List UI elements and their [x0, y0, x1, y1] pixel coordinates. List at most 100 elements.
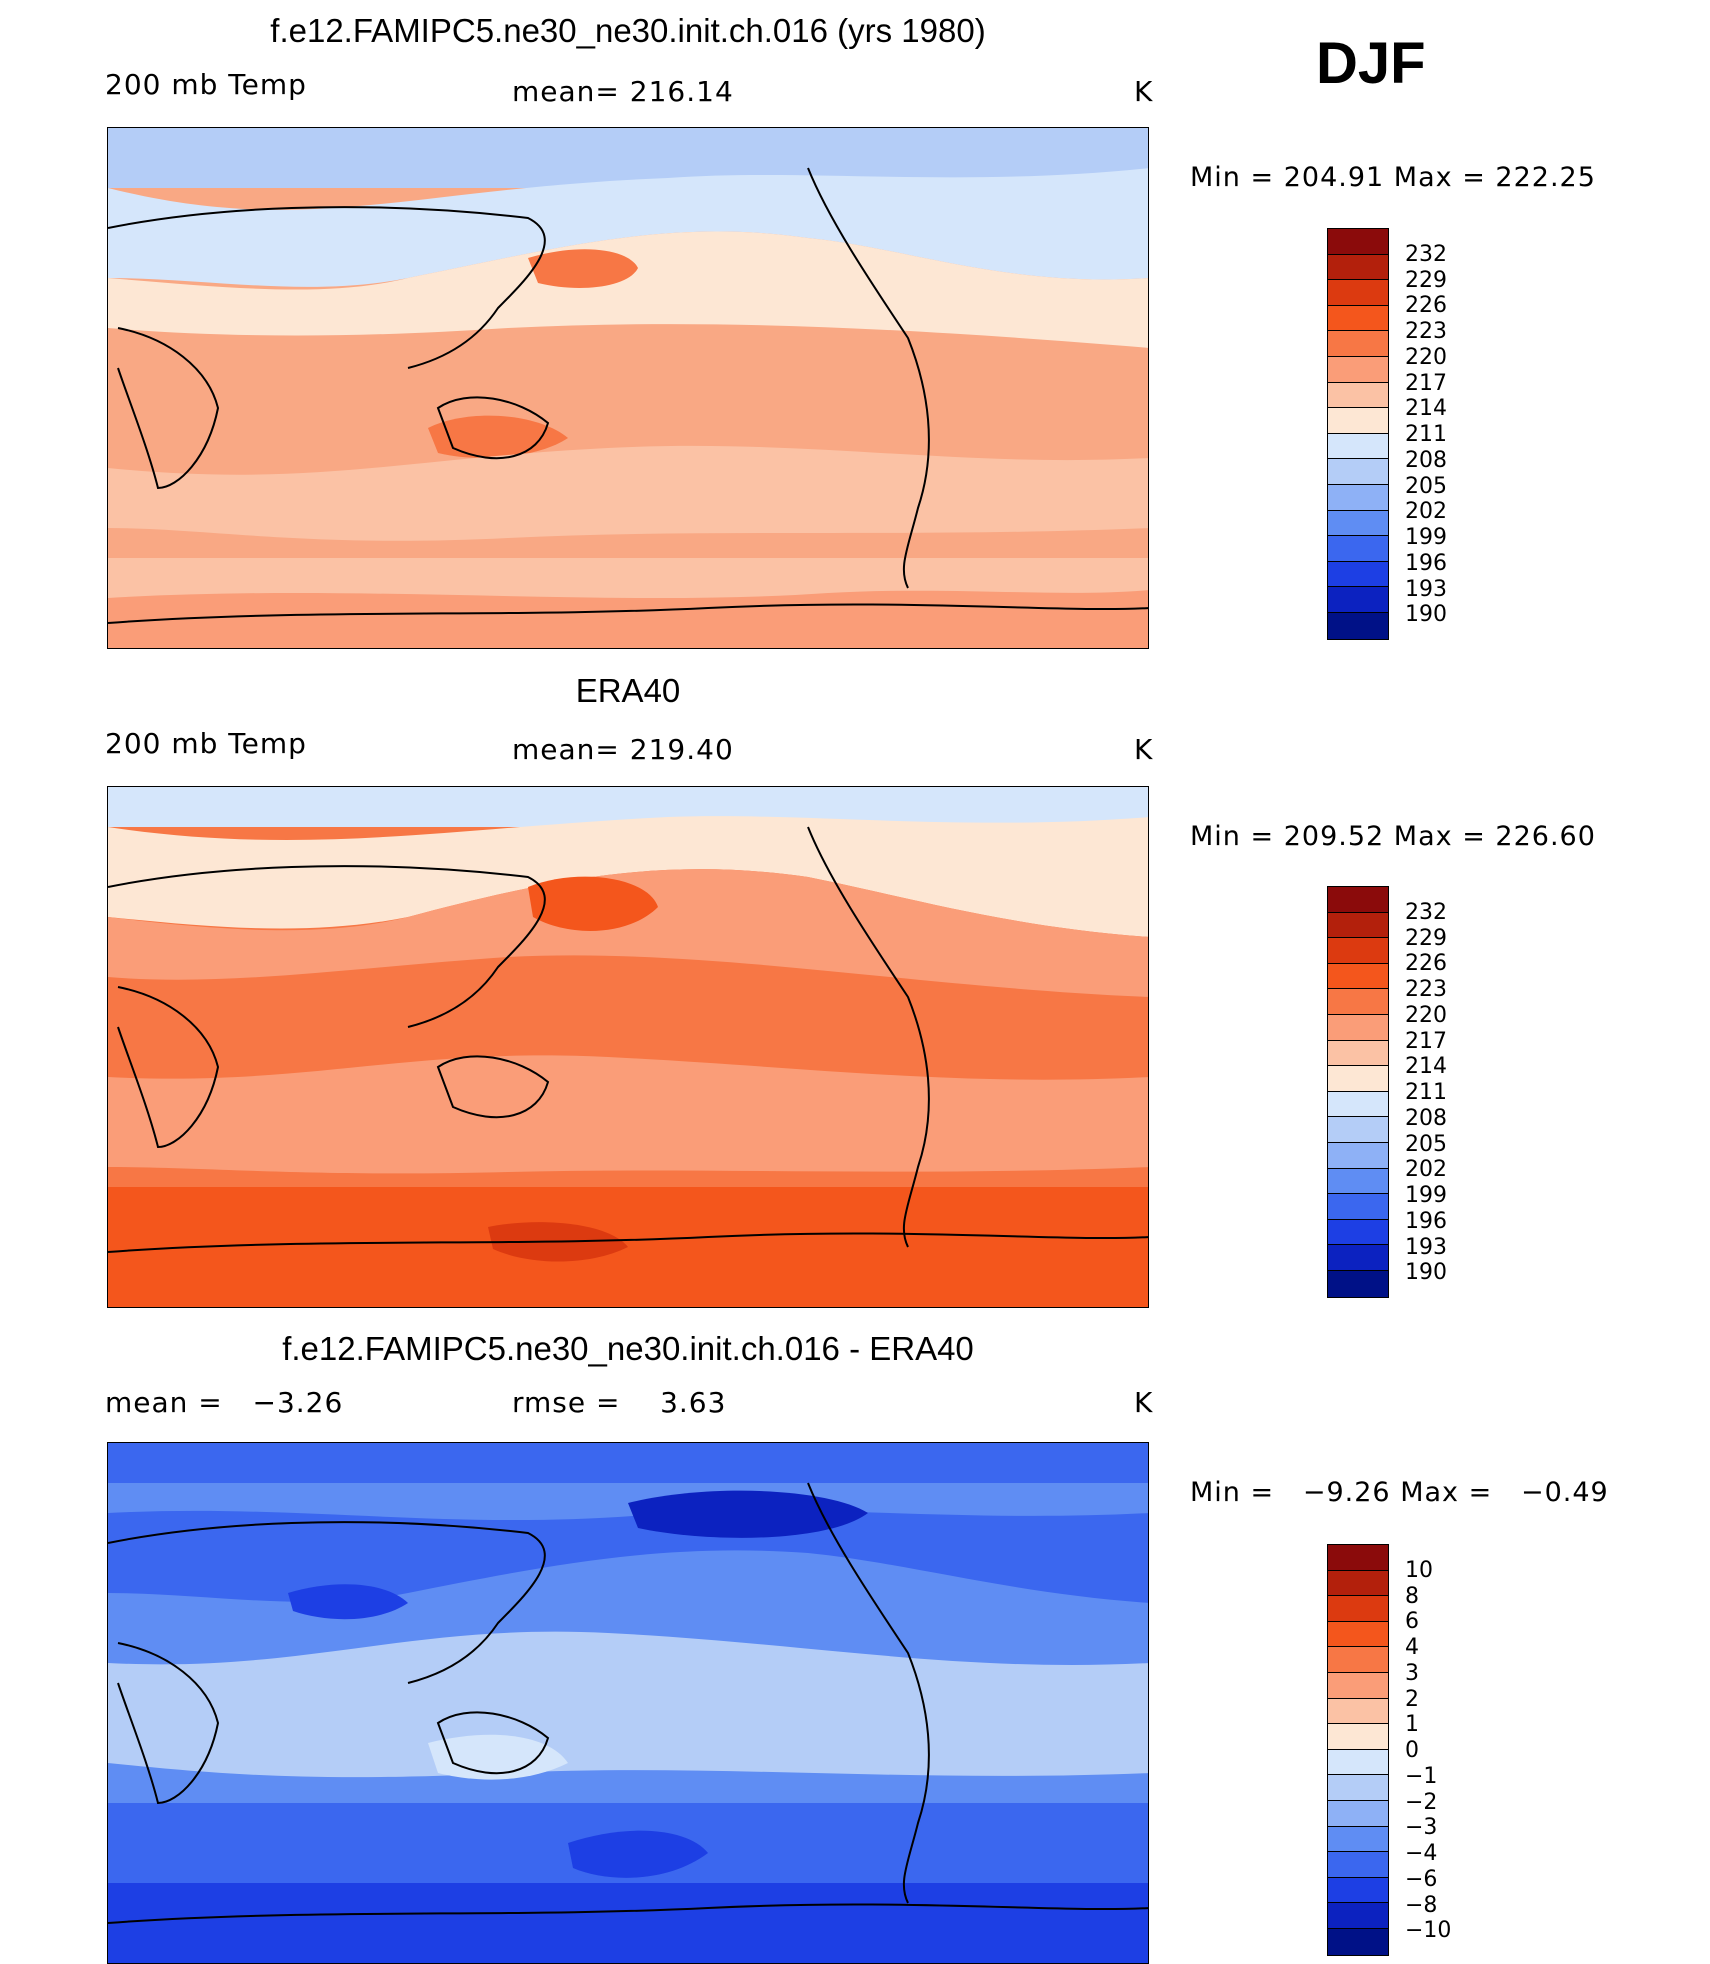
colorbar-swatch [1328, 1066, 1388, 1092]
southern-core [568, 1830, 708, 1878]
colorbar-swatch [1328, 280, 1388, 306]
colorbar-swatch [1328, 1672, 1388, 1699]
colorbar-tick-label: −2 [1405, 1789, 1438, 1815]
colorbar [1327, 1544, 1389, 1956]
unit-label: K [1134, 75, 1154, 108]
coastline-africa [117, 1642, 220, 1805]
colorbar-tick-label: −10 [1405, 1918, 1452, 1944]
colorbar-tick-label: 4 [1405, 1635, 1419, 1660]
colorbar-tick-label: 223 [1405, 977, 1447, 1002]
colorbar-tick-label: −1 [1405, 1763, 1438, 1789]
colorbar-swatch [1328, 1903, 1388, 1929]
colorbar-swatch [1328, 356, 1388, 383]
colorbar-tick-label: 190 [1405, 602, 1447, 628]
colorbar-tick-label: 196 [1405, 550, 1447, 576]
colorbar-swatch [1328, 1647, 1388, 1673]
mean-value: 219.40 [629, 733, 734, 766]
season-label: DJF [1316, 31, 1426, 96]
tropical-band [108, 1631, 1148, 1778]
colorbar-tick-label: 10 [1405, 1557, 1433, 1583]
colorbar-tick-label: 202 [1405, 1157, 1447, 1183]
coastline-africa [117, 327, 220, 490]
colorbar-tick-label: 229 [1405, 267, 1447, 293]
coastline-americas [807, 826, 930, 1248]
colorbar-swatch [1328, 1877, 1388, 1904]
colorbar-swatch [1328, 1117, 1388, 1143]
cold-core [628, 1490, 868, 1538]
colorbar-tick-label: 205 [1405, 1131, 1447, 1157]
mid-lat-band [108, 869, 1148, 997]
colorbar-swatch [1328, 1091, 1388, 1118]
colorbar-swatch [1328, 1168, 1388, 1195]
coastline-eurasia [108, 1521, 546, 1684]
colorbar-swatch [1328, 612, 1388, 639]
warm-spot-pacific [528, 249, 638, 288]
coastline-americas [807, 1482, 930, 1904]
colorbar-tick-label: 214 [1405, 396, 1447, 422]
colorbar-tick-label: 232 [1405, 241, 1447, 267]
coastline-americas [807, 167, 930, 589]
warm-spot-pacific [528, 876, 658, 931]
cold-asia [288, 1584, 408, 1620]
coastline-australia [436, 1055, 550, 1119]
southern-mid-band [108, 445, 1148, 541]
colorbar-swatch [1328, 254, 1388, 281]
colorbar-swatch [1328, 1270, 1388, 1297]
colorbar-swatch [1328, 331, 1388, 357]
high-lat-band [108, 816, 1148, 937]
colorbar-swatch [1328, 1698, 1388, 1725]
colorbar-tick-label: 193 [1405, 576, 1447, 602]
colorbar-swatch [1328, 587, 1388, 613]
colorbar-tick-label: 202 [1405, 499, 1447, 525]
colorbar-tick-label: 3 [1405, 1660, 1419, 1686]
colorbar-swatch [1328, 887, 1388, 913]
colorbar-swatch [1328, 1596, 1388, 1622]
colorbar-tick-label: 214 [1405, 1054, 1447, 1080]
colorbar [1327, 886, 1389, 1298]
unit-label: K [1134, 1386, 1154, 1419]
minmax-label: Min = −9.26 Max = −0.49 [1190, 1477, 1609, 1508]
colorbar-swatch [1328, 305, 1388, 332]
coastline-australia [436, 396, 550, 460]
colorbar-tick-label: 0 [1405, 1738, 1419, 1763]
colorbar-swatch [1328, 912, 1388, 939]
colorbar-tick-label: 1 [1405, 1712, 1419, 1738]
coastline-australia [436, 1711, 550, 1775]
colorbar-tick-label: 220 [1405, 344, 1447, 370]
colorbar-tick-label: 190 [1405, 1260, 1447, 1286]
map-plot [107, 127, 1149, 649]
high-lat-band [108, 1510, 1148, 1603]
colorbar-swatch [1328, 382, 1388, 409]
mean-value: −3.26 [252, 1386, 344, 1419]
antarctic-warm [108, 590, 1148, 648]
colorbar-swatch [1328, 484, 1388, 511]
coastline-antarctica [108, 603, 1148, 624]
antarctic-band [108, 1883, 1148, 1963]
colorbar-tick-label: −4 [1405, 1841, 1438, 1866]
colorbar-tick-label: 199 [1405, 525, 1447, 550]
colorbar-tick-label: 211 [1405, 422, 1447, 447]
coastline-antarctica [108, 1232, 1148, 1253]
mean-label: mean = −3.26 [105, 1386, 344, 1419]
colorbar-tick-label: 208 [1405, 447, 1447, 473]
colorbar-swatch [1328, 433, 1388, 460]
coastline-eurasia [108, 206, 546, 369]
southern-mid-band [108, 1055, 1148, 1174]
colorbar-swatch [1328, 1142, 1388, 1169]
colorbar-swatch [1328, 561, 1388, 588]
mid-lat-band [108, 231, 1148, 348]
rmse-value: 3.63 [660, 1386, 727, 1419]
colorbar-tick-label: −6 [1405, 1866, 1438, 1892]
colorbar-swatch [1328, 536, 1388, 562]
colorbar-swatch [1328, 229, 1388, 255]
colorbar-swatch [1328, 1245, 1388, 1271]
minmax-label: Min = 204.91 Max = 222.25 [1190, 162, 1596, 193]
colorbar-swatch [1328, 1194, 1388, 1220]
colorbar-tick-label: 8 [1405, 1583, 1419, 1609]
colorbar-tick-label: 217 [1405, 370, 1447, 396]
tropical-warm [428, 1734, 568, 1780]
variable-label: 200 mb Temp [105, 727, 307, 760]
variable-label: 200 mb Temp [105, 68, 307, 101]
colorbar-swatch [1328, 1014, 1388, 1041]
colorbar-swatch [1328, 989, 1388, 1015]
